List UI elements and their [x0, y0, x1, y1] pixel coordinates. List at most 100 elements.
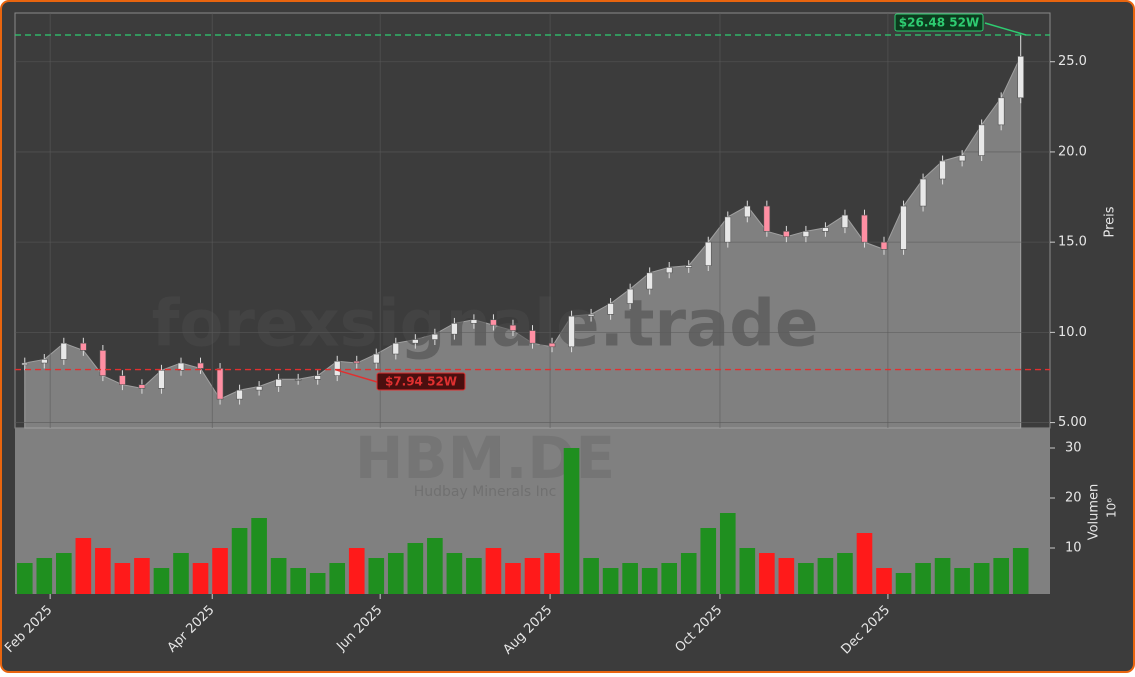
volume-bar	[934, 558, 951, 594]
volume-bar	[680, 553, 697, 594]
candle-body	[372, 353, 380, 364]
volume-bar	[641, 568, 658, 594]
candle-body	[822, 227, 829, 232]
volume-bar	[524, 558, 541, 594]
candle-body	[704, 241, 712, 266]
candle-body	[314, 375, 321, 380]
volume-bar	[16, 563, 33, 594]
volume-bar	[739, 548, 756, 594]
volume-bar	[505, 563, 521, 594]
y-tick-label: 20.0	[1058, 144, 1087, 159]
annotation-box	[894, 13, 984, 32]
volume-bar	[622, 563, 638, 594]
candle-body	[255, 386, 263, 391]
candle-body	[880, 241, 888, 250]
volume-bar	[270, 558, 287, 594]
y-tick-label: 15.0	[1058, 235, 1087, 250]
candle-body	[861, 214, 868, 243]
volume-bar	[895, 573, 912, 594]
volume-bar	[427, 538, 443, 594]
candle-body	[841, 214, 849, 229]
volume-exponent: 10⁶	[1105, 498, 1119, 518]
annotation-arrow	[984, 22, 1027, 36]
candle-body	[529, 330, 536, 344]
candle-body	[431, 333, 439, 340]
volume-bar	[837, 553, 853, 594]
candle-body	[900, 205, 907, 250]
volume-bar	[973, 563, 990, 594]
candle-body	[158, 369, 165, 389]
candle-body	[724, 216, 732, 243]
volume-bar	[1012, 548, 1029, 594]
company-watermark: Hudbay Minerals Inc	[414, 484, 557, 500]
volume-bar	[719, 513, 736, 594]
candle-body	[646, 272, 653, 290]
watermark: forexsignale.trade	[152, 288, 819, 362]
volume-bar	[407, 543, 424, 594]
volume-bar	[544, 553, 560, 594]
volume-bar	[700, 528, 717, 594]
volume-bar	[368, 558, 385, 594]
volume-bar	[251, 518, 267, 594]
volume-bar	[75, 538, 92, 594]
volume-bar	[856, 533, 873, 594]
candle-body	[353, 360, 361, 364]
volume-bar	[212, 548, 228, 594]
candle-body	[138, 384, 146, 389]
candle-body	[333, 360, 341, 376]
volume-bar	[583, 558, 599, 594]
candle-body	[216, 368, 224, 400]
candle-body	[451, 323, 458, 335]
candle-body	[197, 362, 204, 369]
candle-body	[939, 160, 946, 180]
volume-bar	[173, 553, 189, 594]
candle-body	[21, 362, 29, 366]
candle-body	[783, 231, 790, 238]
volume-bar	[661, 563, 678, 594]
volume-bar	[231, 528, 248, 594]
candle-body	[99, 350, 107, 376]
y2-tick-label: 20	[1065, 491, 1082, 506]
candle-body	[294, 378, 302, 381]
volume-bar	[192, 563, 209, 594]
volume-bar	[798, 563, 814, 594]
volume-bar	[876, 568, 892, 594]
volume-bar	[563, 448, 580, 594]
volume-bar	[290, 568, 306, 594]
y-tick-label: 5.00	[1058, 415, 1087, 430]
volume-bar	[56, 553, 72, 594]
annotation-arrow	[334, 368, 378, 383]
candle-body	[275, 378, 282, 387]
volume-bar	[817, 558, 834, 594]
candle-body	[177, 362, 185, 371]
volume-bar	[114, 563, 131, 594]
candle-body	[978, 124, 985, 156]
candle-body	[665, 267, 673, 274]
volume-bar	[915, 563, 931, 594]
candle-body	[919, 178, 927, 207]
candle-body	[958, 155, 966, 162]
volume-bar	[778, 558, 795, 594]
candle-body	[80, 342, 87, 351]
y2-tick-label: 30	[1065, 441, 1082, 456]
candle-body	[40, 359, 48, 364]
y-tick-label: 10.0	[1058, 325, 1087, 340]
y2-tick-label: 10	[1065, 541, 1082, 556]
volume-bar	[387, 553, 404, 594]
candle-body	[744, 205, 751, 218]
candle-body	[392, 342, 400, 355]
volume-bar	[329, 563, 346, 594]
annotation-box	[376, 372, 466, 391]
volume-bar	[348, 548, 365, 594]
volume-bar	[446, 553, 463, 594]
volume-bar	[36, 558, 53, 594]
candle-body	[509, 324, 517, 331]
candle-body	[607, 303, 614, 315]
annotation-label: $26.48 52W	[899, 16, 979, 30]
volume-bar	[993, 558, 1009, 594]
candle-body	[548, 342, 556, 348]
volume-bar	[485, 548, 502, 594]
volume-bar	[153, 568, 170, 594]
candle-body	[470, 319, 478, 324]
candle-body	[60, 342, 68, 360]
